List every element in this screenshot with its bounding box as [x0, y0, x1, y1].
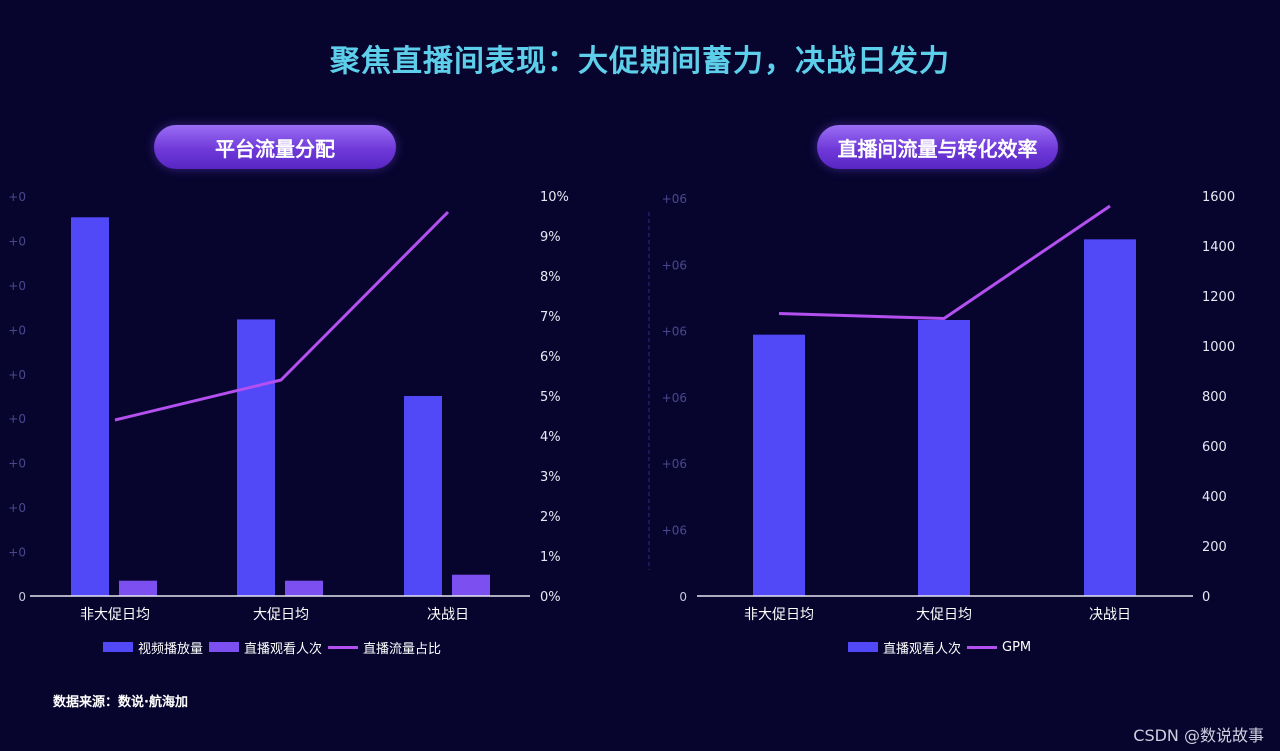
y-left-tick-label: +0 [8, 368, 26, 382]
y-right-tick-label: 5% [540, 390, 561, 405]
y-right-tick-label: 1200 [1202, 290, 1235, 305]
y-left-tick-label: +06 [662, 457, 687, 471]
legend-swatch-bar [103, 642, 133, 652]
y-left-tick-label: +0 [8, 234, 26, 248]
y-left-tick-label: +0 [8, 501, 26, 515]
legend-swatch-line [328, 645, 359, 649]
chart-right-legend: 直播观看人次 GPM [848, 638, 1037, 657]
page-title: 聚焦直播间表现：大促期间蓄力，决战日发力 [330, 44, 950, 79]
bar-secondary [119, 580, 157, 596]
y-left-tick-label: +0 [8, 279, 26, 293]
y-left-tick-label: +0 [8, 457, 26, 471]
bar-primary [753, 334, 805, 596]
bar-primary [237, 319, 275, 596]
x-tick-label: 决战日 [1089, 607, 1131, 623]
legend-label: GPM [1002, 639, 1032, 655]
y-left-tick-label: +06 [662, 524, 687, 538]
y-right-tick-label: 9% [540, 230, 561, 245]
y-left-tick-label: +0 [8, 323, 26, 337]
bar-secondary [285, 580, 323, 596]
legend-label: 直播观看人次 [244, 641, 323, 657]
y-left-tick-label: +06 [662, 192, 687, 206]
y-right-tick-label: 2% [540, 510, 561, 525]
y-left-tick-label: 0 [18, 590, 26, 604]
legend-item-gpm[interactable]: GPM [967, 640, 1031, 655]
legend-label: 直播流量占比 [363, 641, 442, 657]
y-right-tick-label: 1000 [1202, 340, 1235, 355]
y-left-tick-label: +06 [662, 391, 687, 405]
legend-item-live-views[interactable]: 直播观看人次 [209, 638, 322, 657]
watermark: CSDN @数说故事 [1133, 726, 1264, 745]
legend-swatch-line [967, 645, 998, 649]
y-right-tick-label: 800 [1202, 390, 1227, 405]
x-tick-label: 决战日 [427, 607, 469, 623]
y-left-tick-label: 0 [679, 590, 687, 604]
legend-label: 直播观看人次 [883, 641, 962, 657]
y-left-tick-label: +0 [8, 412, 26, 426]
y-right-tick-label: 1400 [1202, 240, 1235, 255]
y-right-tick-label: 400 [1202, 490, 1227, 505]
y-left-tick-label: +0 [8, 546, 26, 560]
y-left-tick-label: +06 [662, 258, 687, 272]
y-right-tick-label: 200 [1202, 540, 1227, 555]
data-source-note: 数据来源：数说·航海加 [53, 695, 188, 710]
chart-left-legend: 视频播放量 直播观看人次 直播流量占比 [103, 638, 447, 657]
y-right-tick-label: 1600 [1202, 190, 1235, 205]
y-right-tick-label: 10% [540, 190, 569, 205]
y-right-tick-label: 7% [540, 310, 561, 325]
x-tick-label: 非大促日均 [744, 607, 814, 623]
legend-swatch-bar [209, 642, 240, 652]
series-line [778, 204, 1111, 320]
bar-primary [404, 396, 442, 596]
bar-primary [1084, 239, 1136, 597]
bar-primary [71, 217, 109, 596]
legend-label: 视频播放量 [138, 641, 204, 657]
y-right-tick-label: 6% [540, 350, 561, 365]
bar-primary [918, 320, 970, 596]
x-tick-label: 大促日均 [253, 607, 309, 623]
legend-swatch-bar [848, 642, 878, 652]
chart-right-title: 直播间流量与转化效率 [817, 125, 1058, 169]
x-tick-label: 非大促日均 [80, 607, 150, 623]
y-right-tick-label: 0 [1202, 590, 1210, 605]
legend-item-live-share[interactable]: 直播流量占比 [328, 638, 441, 657]
y-right-tick-label: 8% [540, 270, 561, 285]
series-line [114, 210, 450, 422]
chart-left-title: 平台流量分配 [154, 125, 396, 169]
bar-secondary [452, 574, 490, 596]
legend-item-live-views[interactable]: 直播观看人次 [848, 638, 961, 657]
y-right-tick-label: 4% [540, 430, 561, 445]
legend-item-video-plays[interactable]: 视频播放量 [103, 638, 203, 657]
y-right-tick-label: 600 [1202, 440, 1227, 455]
y-right-tick-label: 1% [540, 550, 561, 565]
y-right-tick-label: 0% [540, 590, 561, 605]
y-right-tick-label: 3% [540, 470, 561, 485]
x-tick-label: 大促日均 [916, 607, 972, 623]
y-left-tick-label: +0 [8, 190, 26, 204]
y-left-tick-label: +06 [662, 325, 687, 339]
